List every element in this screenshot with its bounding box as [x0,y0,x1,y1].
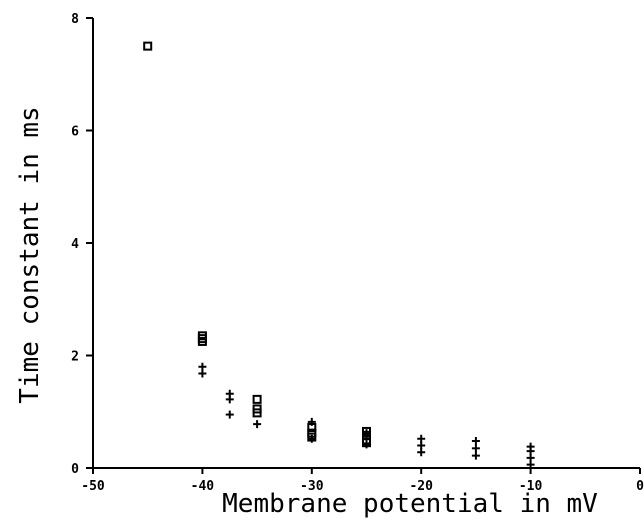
plus-point [253,420,262,429]
plus-point [471,437,480,445]
plus-point [225,395,234,404]
x-tick-label: -40 [191,479,215,494]
x-ticks: -50 -40 -30 -20 -10 0 [81,468,644,494]
plus-point [526,453,535,462]
x-tick-label: -30 [300,479,324,494]
square-point [197,336,207,346]
axes [92,18,640,469]
y-tick-label: 8 [71,12,79,27]
x-axis-label: Membrane potential in mV [222,489,598,519]
y-ticks: 0 2 4 6 8 [71,12,93,477]
x-tick-label: -10 [519,479,543,494]
y-tick-label: 0 [71,462,79,477]
square-point [143,41,153,51]
plus-point [307,434,316,443]
plus-point [417,448,426,457]
plus-point [307,417,316,426]
plus-point [198,362,207,371]
data-points [143,41,535,469]
y-tick-label: 6 [71,125,79,140]
plus-point [471,451,480,460]
plus-point [526,460,535,469]
plus-point [362,440,371,449]
square-point [252,408,262,418]
x-tick-label: -50 [81,479,105,494]
plus-point [526,447,535,456]
plus-point [198,369,207,378]
plus-point [417,434,426,443]
plus-point [225,410,234,419]
x-tick-label: 0 [636,479,644,494]
y-axis-label: Time constant in ms [15,106,45,403]
plus-point [471,444,480,453]
y-tick-label: 2 [71,350,79,365]
y-tick-label: 4 [71,237,79,252]
square-point [252,394,262,404]
plus-point [417,441,426,450]
x-tick-label: -20 [409,479,433,494]
